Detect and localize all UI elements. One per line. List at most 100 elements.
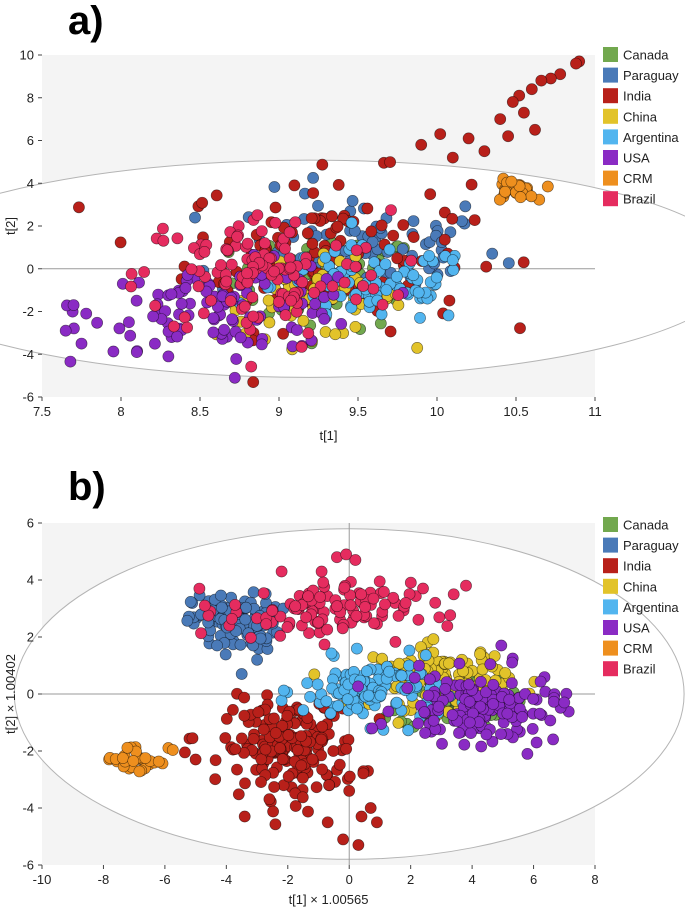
data-point-india (326, 210, 338, 223)
legend-label-usa: USA (623, 621, 650, 636)
data-point-crm (166, 744, 179, 756)
data-points (59, 55, 586, 388)
data-point-india (226, 704, 239, 716)
x-tick-label: 2 (407, 872, 414, 887)
data-point-usa (544, 714, 557, 727)
data-point-brazil (350, 610, 363, 622)
data-point-china (297, 314, 310, 327)
data-point-india (343, 785, 356, 797)
data-point-argentina (301, 677, 314, 689)
data-point-brazil (238, 300, 251, 313)
data-point-india (316, 763, 328, 776)
data-point-usa (218, 323, 230, 336)
data-point-paraguay (235, 668, 248, 680)
data-point-argentina (402, 724, 415, 737)
data-point-india (506, 96, 519, 108)
data-point-crm (127, 755, 140, 767)
data-point-brazil (281, 621, 294, 634)
legend-label-china: China (623, 109, 658, 124)
data-point-india (306, 753, 319, 766)
data-point-brazil (251, 209, 264, 221)
data-point-brazil (247, 310, 260, 323)
data-point-brazil (404, 576, 417, 589)
data-point-india (518, 106, 530, 119)
data-point-brazil (197, 307, 210, 320)
data-point-argentina (446, 254, 459, 267)
data-point-brazil (284, 261, 297, 274)
data-point-india (337, 833, 349, 846)
data-point-china (442, 657, 455, 670)
data-point-usa (453, 727, 465, 739)
data-point-brazil (344, 599, 357, 612)
data-point-brazil (178, 311, 191, 324)
data-point-argentina (324, 707, 337, 720)
data-point-brazil (460, 579, 472, 592)
data-point-india (391, 252, 404, 265)
data-point-india (480, 260, 493, 273)
data-point-brazil (314, 591, 326, 603)
y-tick-label: 4 (27, 176, 34, 191)
data-point-india (257, 723, 270, 736)
data-point-usa (533, 707, 546, 720)
data-point-argentina (379, 258, 392, 270)
x-tick-label: -10 (33, 872, 52, 887)
x-tick-label: 10 (430, 404, 444, 419)
data-point-brazil (308, 286, 320, 299)
data-point-paraguay (502, 257, 515, 269)
legend-label-brazil: Brazil (623, 662, 656, 677)
data-point-usa (291, 324, 303, 336)
data-point-argentina (383, 243, 396, 256)
data-point-india (238, 709, 251, 722)
data-point-india (114, 236, 127, 249)
data-point-paraguay (219, 648, 232, 661)
data-point-paraguay (268, 181, 281, 193)
data-point-india (305, 212, 318, 225)
data-point-usa (423, 673, 436, 686)
data-point-usa (505, 677, 518, 689)
data-point-india (332, 178, 345, 191)
data-point-brazil (317, 576, 330, 589)
data-point-china (262, 294, 275, 307)
data-point-usa (464, 727, 477, 739)
data-point-usa (419, 727, 431, 739)
legend: Canada Paraguay India China Argentina USA CRM B… (603, 517, 679, 677)
data-point-brazil (181, 321, 193, 334)
legend-swatch-argentina (603, 129, 618, 145)
data-point-usa (148, 337, 161, 350)
data-point-brazil (138, 266, 150, 278)
data-point-india (209, 773, 222, 786)
data-point-india (443, 294, 456, 307)
data-point-usa (484, 658, 497, 671)
data-point-india (263, 793, 276, 806)
data-point-brazil (285, 294, 297, 307)
data-point-brazil (214, 259, 227, 271)
data-point-brazil (167, 320, 180, 333)
data-point-india (529, 123, 541, 136)
data-point-usa (255, 338, 268, 351)
data-point-india (357, 767, 370, 780)
data-point-usa (147, 310, 159, 323)
data-point-brazil (433, 611, 446, 624)
legend-label-argentina: Argentina (623, 600, 679, 615)
data-point-brazil (338, 276, 351, 289)
data-point-brazil (302, 590, 315, 603)
data-point-india (323, 779, 335, 791)
data-point-argentina (351, 702, 363, 715)
data-point-brazil (225, 613, 238, 625)
data-point-brazil (296, 276, 309, 289)
data-point-india (302, 805, 314, 818)
data-point-usa (422, 689, 435, 702)
legend-swatch-argentina (603, 599, 618, 615)
data-point-usa (432, 700, 445, 713)
y-axis-title: t[2] × 1.00402 (3, 654, 18, 734)
data-point-brazil (231, 230, 244, 243)
data-point-brazil (444, 609, 457, 622)
data-point-brazil (349, 260, 362, 273)
data-point-brazil (441, 620, 454, 632)
data-point-india (494, 113, 507, 125)
data-point-india (355, 810, 368, 823)
legend-label-india: India (623, 559, 652, 574)
data-point-india (295, 730, 307, 742)
data-point-argentina (390, 696, 403, 709)
